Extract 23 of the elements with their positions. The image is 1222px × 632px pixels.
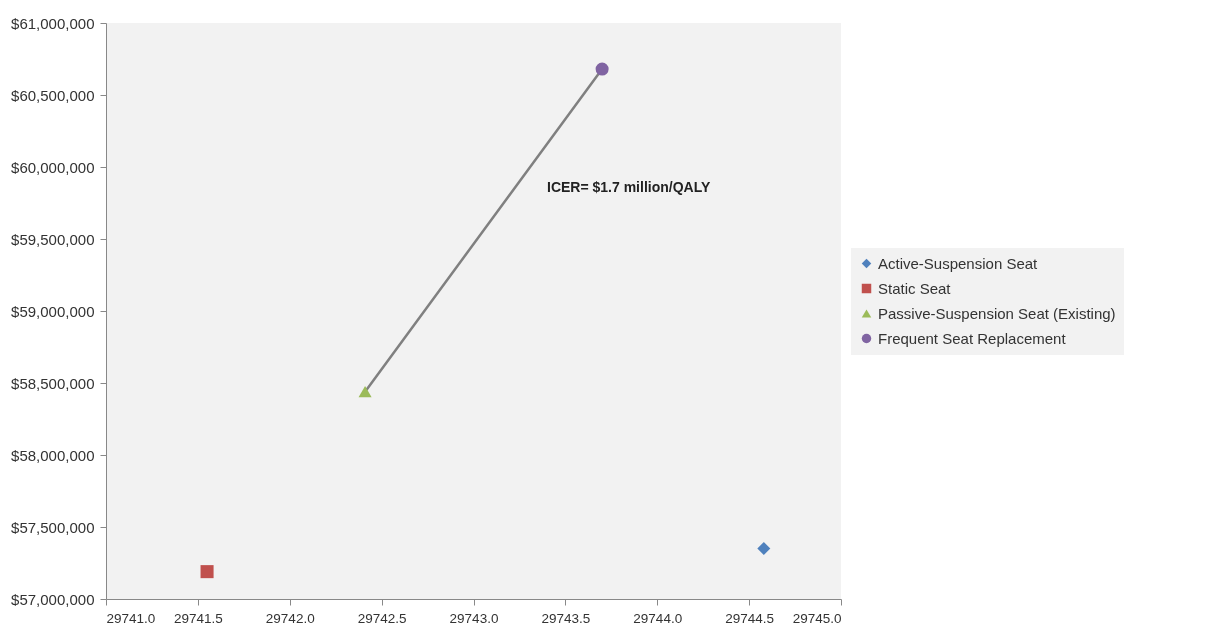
x-tick-label: 29741.5 <box>173 610 223 626</box>
y-tick-label: $58,000,000 <box>11 446 95 464</box>
legend-label: Frequent Seat Replacement <box>878 329 1067 347</box>
legend-label: Passive-Suspension Seat (Existing) <box>878 304 1116 322</box>
x-tick-label: 29742.0 <box>265 610 315 626</box>
y-tick-label: $61,000,000 <box>11 14 95 32</box>
legend-label: Active-Suspension Seat <box>878 254 1039 272</box>
y-tick-label: $57,500,000 <box>11 518 95 536</box>
x-tick-label: 29745.0 <box>792 610 842 626</box>
x-tick-label: 29741.0 <box>106 610 156 626</box>
annotation: ICER= $1.7 million/QALY <box>547 179 711 195</box>
y-tick-label: $57,000,000 <box>11 590 95 608</box>
y-tick-label: $58,500,000 <box>11 374 95 392</box>
legend-label: Static Seat <box>878 279 952 297</box>
x-tick-label: 29743.0 <box>449 610 499 626</box>
x-tick-label: 29743.5 <box>541 610 591 626</box>
y-tick-label: $60,000,000 <box>11 158 95 176</box>
x-tick-label: 29744.0 <box>633 610 683 626</box>
x-tick-label: 29744.5 <box>725 610 775 626</box>
y-tick-label: $59,500,000 <box>11 230 95 248</box>
x-tick-label: 29742.5 <box>357 610 407 626</box>
y-tick-label: $60,500,000 <box>11 86 95 104</box>
y-tick-label: $59,000,000 <box>11 302 95 320</box>
